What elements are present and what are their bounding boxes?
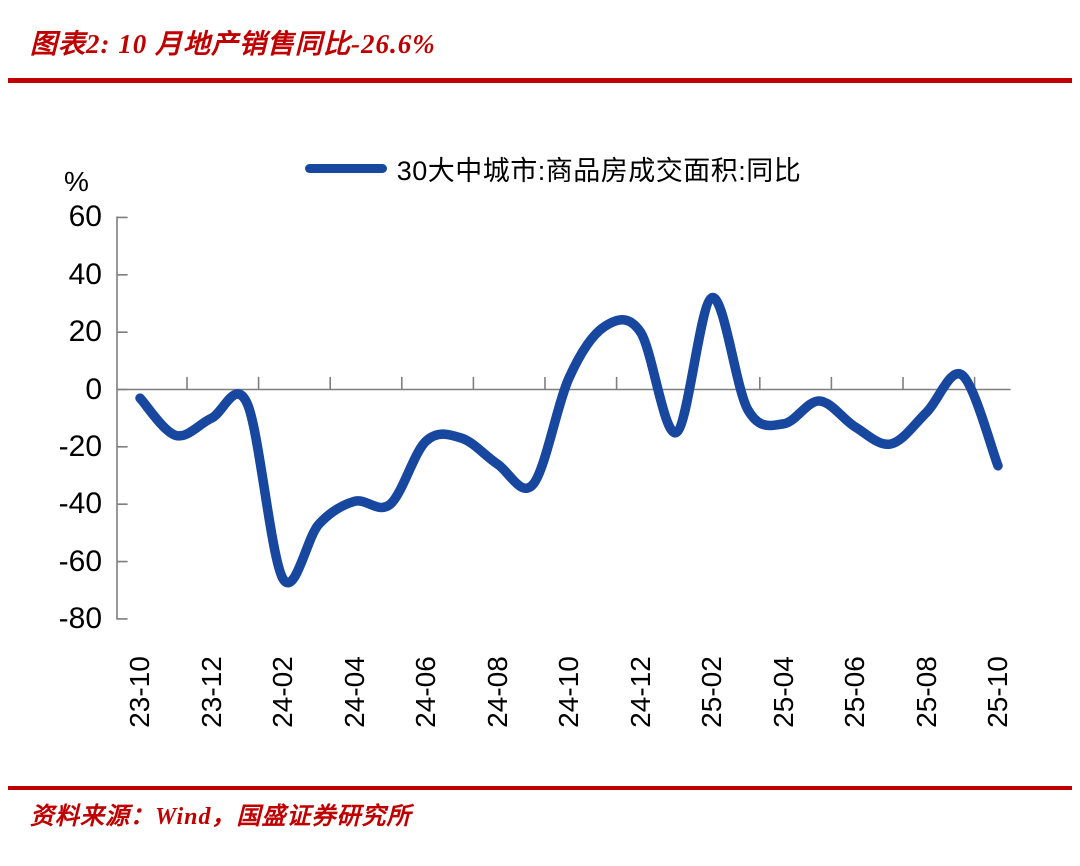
x-axis-tick-label: 25-02 [696,656,727,728]
chart-legend: 30大中城市:商品房成交面积:同比 [0,146,1080,190]
x-axis-tick-label: 23-10 [124,656,155,728]
x-axis-tick-label: 24-02 [267,656,298,728]
y-axis-tick-label: -20 [58,429,102,463]
y-axis-tick-label: 60 [68,200,102,234]
x-axis-tick-label: 24-12 [624,656,656,728]
y-axis-tick-label: -80 [58,601,102,635]
source-note: 资料来源：Wind，国盛证券研究所 [30,804,412,830]
x-axis-tick-label: 25-10 [982,656,1013,728]
series-line [135,292,1003,588]
legend-series-label: 30大中城市:商品房成交面积:同比 [396,155,802,186]
y-axis-tick-label: 0 [85,372,102,406]
x-axis-tick-label: 25-06 [839,656,870,728]
x-axis-tick-label: 25-04 [767,656,799,728]
y-axis-tick-label: -40 [58,487,102,521]
x-axis-tick-label: 24-06 [410,656,441,728]
y-axis-tick-label: -60 [58,544,102,578]
page-title: 图表2: 10 月地产销售同比-26.6% [30,29,436,59]
legend-line-marker [304,163,387,173]
y-axis-tick-label: 40 [68,257,102,291]
x-axis-tick-label: 24-10 [553,656,584,728]
y-axis-line [116,216,128,620]
x-axis-tick-label: 23-12 [195,656,227,728]
x-axis-tick-label: 25-08 [910,656,942,728]
footer-divider [8,786,1072,790]
x-axis-tick-label: 24-08 [481,656,513,728]
title-divider [8,78,1072,83]
y-axis-tick-label: 20 [68,315,102,349]
x-axis-tick-label: 24-04 [338,656,370,728]
y-axis-unit-label: % [64,166,89,197]
